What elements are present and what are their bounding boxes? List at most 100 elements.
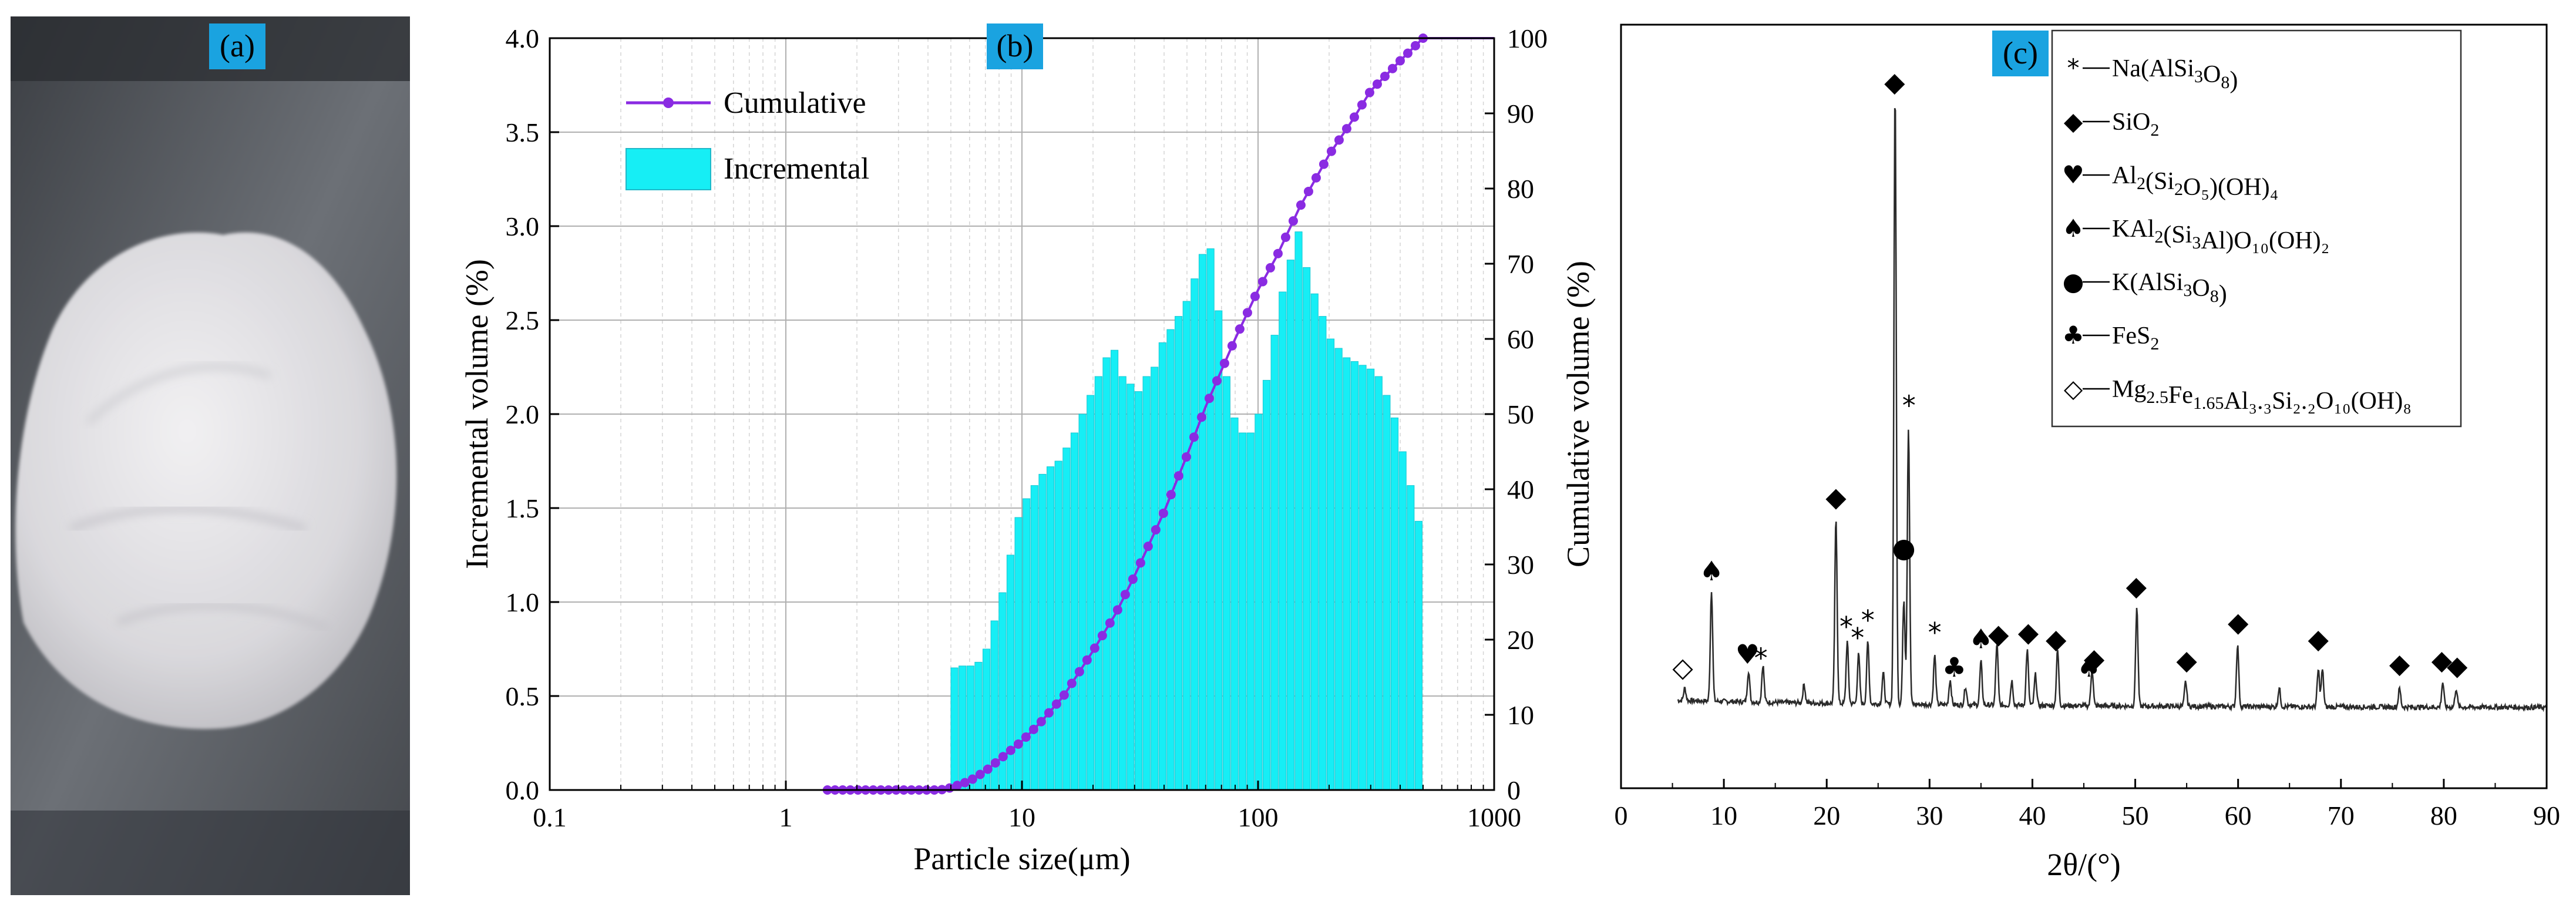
panel-label-box-a bbox=[209, 23, 265, 69]
psd-cumulative-point bbox=[1311, 173, 1321, 183]
psd-cumulative-point bbox=[1364, 88, 1374, 98]
xrd-peak-marker: * bbox=[1928, 617, 1942, 648]
psd-cumulative-point bbox=[952, 781, 962, 791]
psd-cumulative-point bbox=[1151, 525, 1161, 535]
psd-ytick-left-label: 2.5 bbox=[506, 305, 540, 335]
psd-cumulative-point bbox=[1288, 216, 1298, 226]
psd-cumulative-point bbox=[1067, 678, 1077, 688]
psd-cumulative-point bbox=[1227, 341, 1237, 351]
xrd-peak-marker: ♥ bbox=[1736, 638, 1760, 670]
psd-incremental-bar bbox=[1230, 417, 1239, 791]
psd-incremental-bar bbox=[1094, 376, 1102, 791]
psd-incremental-bar bbox=[1303, 267, 1311, 791]
xrd-peak-marker: ◆ bbox=[2432, 644, 2453, 675]
psd-incremental-bar bbox=[1158, 342, 1166, 791]
psd-cumulative-point bbox=[1158, 508, 1168, 518]
xrd-chart: 0 10 20 30 40 50 60 70 80 90 ◇♠♥*◆***◆●**♣♠◆ ◆ ◆♠◆◆… bbox=[1615, 23, 2560, 882]
psd-cumulative-point bbox=[1120, 590, 1130, 600]
xrd-peak-marker: ◆ bbox=[2018, 616, 2039, 648]
psd-cumulative-point bbox=[1166, 490, 1176, 500]
xrd-peak-marker: ♠ bbox=[1699, 555, 1723, 587]
psd-ticks: 0.1 1 10 100 10000.00.51.01.52.02.53.03.54.0… bbox=[506, 23, 1548, 832]
psd-cumulative-point bbox=[1296, 200, 1306, 210]
psd-cumulative-point bbox=[1235, 324, 1245, 334]
psd-cumulative-point bbox=[1028, 724, 1038, 734]
psd-incremental-bar bbox=[1374, 376, 1383, 791]
xrd-legend-symbol: ♣ bbox=[2062, 321, 2084, 349]
xrd-peak-marker: * bbox=[1861, 604, 1875, 636]
psd-cumulative-point bbox=[1074, 667, 1084, 677]
xrd-legend: * Na(AlSi3O8) ◆ SiO2 ♥ Al2(Si2O₅)(OH)₄ ♠ KAl2(S… bbox=[2062, 53, 2412, 415]
psd-cumulative-point bbox=[1204, 394, 1214, 404]
xrd-peak-marker: * bbox=[1839, 611, 1853, 643]
psd-incremental-bar bbox=[959, 665, 967, 791]
xrd-peak-marker: ◆ bbox=[2447, 650, 2468, 681]
psd-xtick-label: 1 bbox=[779, 802, 793, 832]
psd-cumulative-point bbox=[1212, 376, 1222, 386]
psd-incremental-bar bbox=[1166, 329, 1175, 791]
psd-cumulative-point bbox=[1319, 159, 1329, 169]
psd-incremental-bar bbox=[1191, 278, 1199, 791]
xrd-xtick-label: 0 bbox=[1615, 801, 1628, 831]
psd-cumulative-point bbox=[1303, 186, 1313, 196]
psd-incremental-bar bbox=[1047, 466, 1055, 791]
psd-incremental-bar bbox=[1246, 432, 1255, 791]
psd-cumulative-point bbox=[1082, 655, 1092, 665]
psd-ytick-right-label: 10 bbox=[1507, 700, 1534, 730]
xrd-xtick-label: 70 bbox=[2328, 801, 2355, 831]
xrd-legend-box bbox=[2051, 29, 2462, 428]
psd-incremental-bar bbox=[1134, 391, 1143, 791]
psd-bars bbox=[950, 231, 1422, 791]
psd-incremental-bar bbox=[1270, 335, 1279, 791]
xrd-peak-marker: * bbox=[1851, 622, 1864, 654]
psd-cumulative-point bbox=[1219, 358, 1229, 368]
psd-ylabel-right: Cumulative volume (%) bbox=[1561, 261, 1596, 567]
xrd-legend-symbol: ◇ bbox=[2064, 374, 2083, 403]
psd-cumulative-point bbox=[1341, 124, 1351, 134]
legend-label-cumulative: Cumulative bbox=[724, 86, 866, 120]
xrd-legend-label: KAl2(Si3Al)O₁₀(OH)₂ bbox=[2112, 216, 2329, 254]
psd-cumulative-point bbox=[1250, 291, 1260, 301]
xrd-peak-marker: * bbox=[1902, 389, 1916, 421]
psd-cumulative-point bbox=[998, 752, 1008, 762]
xrd-peak-marker: ◆ bbox=[2389, 648, 2410, 680]
psd-ytick-right-label: 60 bbox=[1507, 324, 1534, 354]
psd-incremental-bar bbox=[1398, 451, 1407, 791]
xrd-peak-marker: ◆ bbox=[2084, 643, 2105, 674]
psd-ytick-right-label: 80 bbox=[1507, 174, 1534, 204]
psd-cumulative-point bbox=[1143, 542, 1153, 552]
xrd-peak-marker: ◆ bbox=[1825, 481, 1847, 513]
psd-cumulative-point bbox=[1280, 232, 1290, 242]
psd-ytick-left-label: 0.0 bbox=[506, 775, 540, 805]
psd-incremental-bar bbox=[1326, 338, 1335, 791]
xrd-legend-label: K(AlSi3O8) bbox=[2112, 269, 2227, 308]
xrd-peak-marker: ♣ bbox=[1942, 651, 1966, 683]
psd-ytick-left-label: 2.0 bbox=[506, 399, 540, 429]
xrd-xtick-label: 60 bbox=[2225, 801, 2252, 831]
psd-cumulative-point bbox=[960, 778, 970, 788]
legend-label-incremental: Incremental bbox=[724, 152, 869, 186]
xrd-xlabel: 2θ/(°) bbox=[2047, 847, 2120, 882]
psd-xlabel: Particle size(μm) bbox=[913, 841, 1130, 876]
psd-incremental-bar bbox=[1038, 473, 1047, 791]
psd-cumulative-point bbox=[1403, 48, 1413, 58]
xrd-legend-label: Mg2.5Fe1.65Al₃.₃Si₂.₂O₁₀(OH)₈ bbox=[2112, 376, 2412, 415]
panel-label-box-b bbox=[987, 23, 1043, 69]
psd-ytick-left-label: 3.5 bbox=[506, 117, 540, 147]
psd-incremental-bar bbox=[1087, 395, 1095, 791]
xrd-peak-marker: ♠ bbox=[1969, 623, 1993, 655]
xrd-xtick-label: 90 bbox=[2533, 801, 2560, 831]
psd-cumulative-point bbox=[1273, 248, 1283, 258]
psd-incremental-bar bbox=[1054, 460, 1062, 791]
psd-cumulative-point bbox=[1196, 412, 1206, 422]
xrd-peak-marker: ◆ bbox=[2046, 623, 2067, 654]
xrd-peak-markers: ◇♠♥*◆***◆●**♣♠◆ ◆ ◆♠◆◆◆◆◆◆ ◆◆ bbox=[1672, 66, 2468, 683]
psd-incremental-bar bbox=[1343, 357, 1351, 791]
xrd-legend-symbol: ♥ bbox=[2062, 160, 2084, 189]
psd-ylabel-left: Incremental volume (%) bbox=[459, 259, 495, 569]
psd-xtick-label: 10 bbox=[1008, 802, 1035, 832]
psd-chart: 0.1 1 10 100 10000.00.51.01.52.02.53.03.54.0… bbox=[459, 23, 1596, 876]
psd-incremental-bar bbox=[1319, 316, 1327, 791]
psd-cumulative-point bbox=[967, 774, 977, 784]
powder-pile bbox=[15, 232, 397, 729]
